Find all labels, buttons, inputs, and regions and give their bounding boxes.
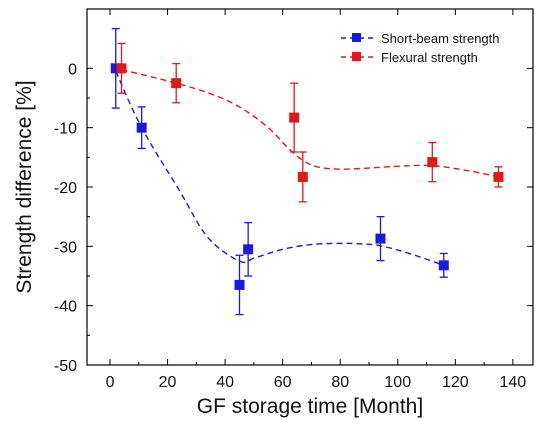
data-point: [375, 233, 386, 244]
data-point: [171, 78, 182, 89]
data-point: [136, 122, 147, 133]
y-tick-label: -10: [54, 121, 77, 138]
x-tick-label: 60: [274, 374, 292, 391]
data-point: [110, 63, 121, 74]
x-tick-label: 20: [159, 374, 177, 391]
legend-label-short-beam: Short-beam strength: [381, 31, 500, 46]
legend: Short-beam strength Flexural strength: [341, 31, 500, 65]
data-point: [116, 63, 127, 74]
x-tick-label: 100: [384, 374, 411, 391]
trend-line: [115, 71, 445, 266]
y-tick-label: -30: [54, 239, 77, 256]
y-axis-title: Strength difference [%]: [13, 80, 36, 293]
y-tick-label: -40: [54, 299, 77, 316]
data-point: [427, 157, 438, 168]
y-tick-label: -20: [54, 180, 77, 197]
x-tick-label: 120: [442, 374, 469, 391]
legend-marker-short-beam: [352, 33, 361, 42]
data-point: [289, 112, 300, 123]
y-tick-label: -50: [54, 358, 77, 375]
x-axis: 0 20 40 60 80 100 120 140: [106, 9, 527, 391]
x-tick-label: 0: [106, 374, 115, 391]
x-tick-label: 140: [500, 374, 527, 391]
data-point: [243, 244, 254, 255]
y-axis: 0 -10 -20 -30 -40 -50: [54, 61, 533, 375]
x-tick-label: 80: [331, 374, 349, 391]
data-point: [234, 279, 245, 290]
x-axis-title: GF storage time [Month]: [197, 395, 423, 418]
legend-marker-flexural: [352, 52, 361, 61]
data-point: [438, 260, 449, 271]
y-tick-label: 0: [68, 61, 77, 78]
data-point: [297, 171, 308, 182]
legend-label-flexural: Flexural strength: [381, 50, 478, 65]
series-flexural: [116, 42, 504, 203]
series-short-beam: [110, 27, 449, 316]
data-point: [493, 171, 504, 182]
x-tick-label: 40: [216, 374, 234, 391]
series-layer: [110, 27, 504, 316]
